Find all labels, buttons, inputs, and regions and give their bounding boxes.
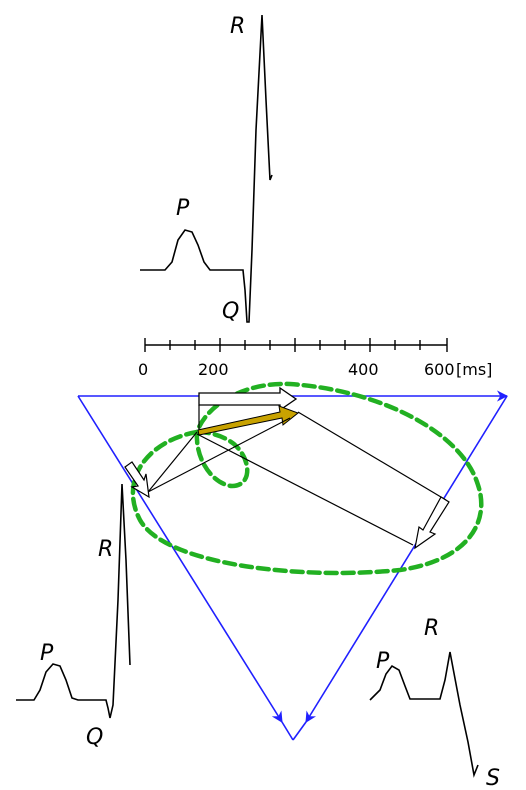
axis-tick-label-200: 200: [198, 360, 229, 379]
right-p-label: P: [376, 649, 390, 674]
top-p-label: P: [176, 196, 190, 221]
top-r-label: R: [230, 14, 245, 39]
lead-one-projection-arrow: [198, 386, 298, 412]
right-ecg-trace: P R S: [369, 616, 500, 790]
p-vector-loop: [194, 429, 250, 489]
top-ecg-trace: P Q R: [140, 14, 273, 324]
left-q-label: Q: [86, 725, 103, 750]
vector-loop: [130, 381, 484, 576]
axis-tick-label-0: 0: [138, 360, 148, 379]
right-s-label: S: [486, 766, 500, 790]
right-ecg-waveform: [369, 651, 479, 778]
top-ecg-waveform: [140, 14, 273, 323]
left-r-label: R: [98, 537, 113, 562]
time-axis: 0 200 400 600 [ms]: [138, 338, 492, 379]
resultant-vector-arrow: [197, 405, 300, 436]
left-ecg-waveform: [16, 483, 131, 719]
lead-three-projection-arrow: [414, 496, 450, 550]
left-ecg-trace: P Q R: [16, 483, 131, 750]
construction-line: [147, 417, 291, 493]
axis-unit-label: [ms]: [456, 360, 492, 379]
triangle-apex-left: [281, 721, 294, 741]
lead-two-axis: [77, 395, 283, 723]
left-p-label: P: [40, 641, 54, 666]
triangle-apex-right: [292, 721, 307, 741]
axis-tick-label-400: 400: [348, 360, 379, 379]
axis-tick-label-600: 600: [424, 360, 455, 379]
construction-line: [196, 433, 414, 546]
lead-two-projection-arrow: [124, 461, 150, 499]
top-q-label: Q: [222, 299, 239, 324]
construction-line: [147, 431, 198, 493]
vectors: [124, 386, 450, 550]
lead-three-axis: [305, 395, 508, 723]
construction-line: [297, 411, 447, 501]
right-r-label: R: [424, 616, 439, 641]
qrs-vector-loop: [130, 381, 484, 576]
time-axis-ticks: [144, 338, 448, 352]
